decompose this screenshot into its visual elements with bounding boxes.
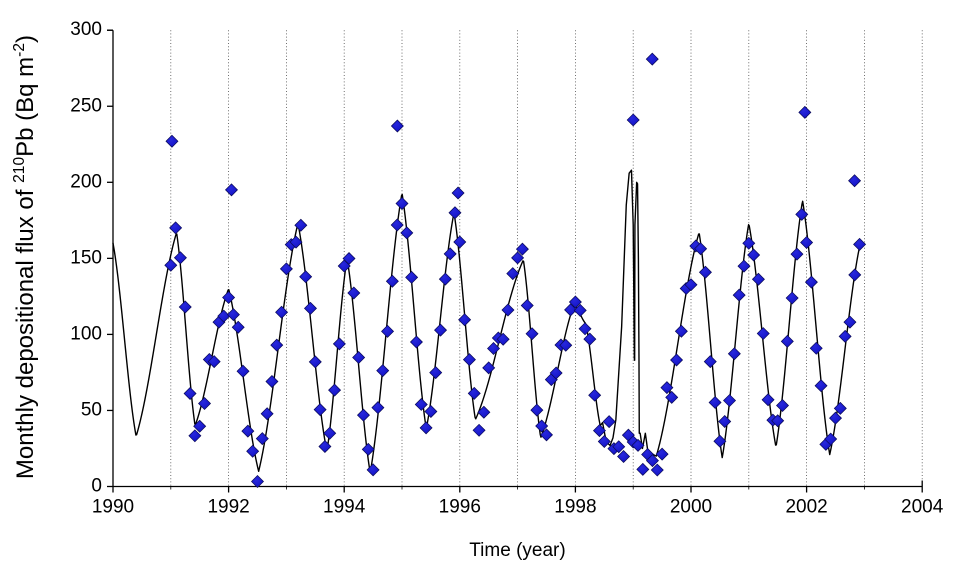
svg-text:1994: 1994 xyxy=(323,497,366,518)
svg-text:1998: 1998 xyxy=(554,497,596,518)
svg-text:50: 50 xyxy=(81,399,102,420)
svg-text:150: 150 xyxy=(70,247,102,268)
svg-text:300: 300 xyxy=(70,19,102,40)
svg-text:2000: 2000 xyxy=(670,497,712,518)
svg-text:100: 100 xyxy=(70,323,102,344)
svg-text:1996: 1996 xyxy=(439,497,481,518)
svg-text:2004: 2004 xyxy=(901,497,944,518)
svg-text:250: 250 xyxy=(70,95,102,116)
svg-text:2002: 2002 xyxy=(785,497,827,518)
svg-text:200: 200 xyxy=(70,171,102,192)
svg-text:0: 0 xyxy=(91,476,102,497)
svg-text:1990: 1990 xyxy=(92,497,134,518)
svg-text:1992: 1992 xyxy=(207,497,249,518)
